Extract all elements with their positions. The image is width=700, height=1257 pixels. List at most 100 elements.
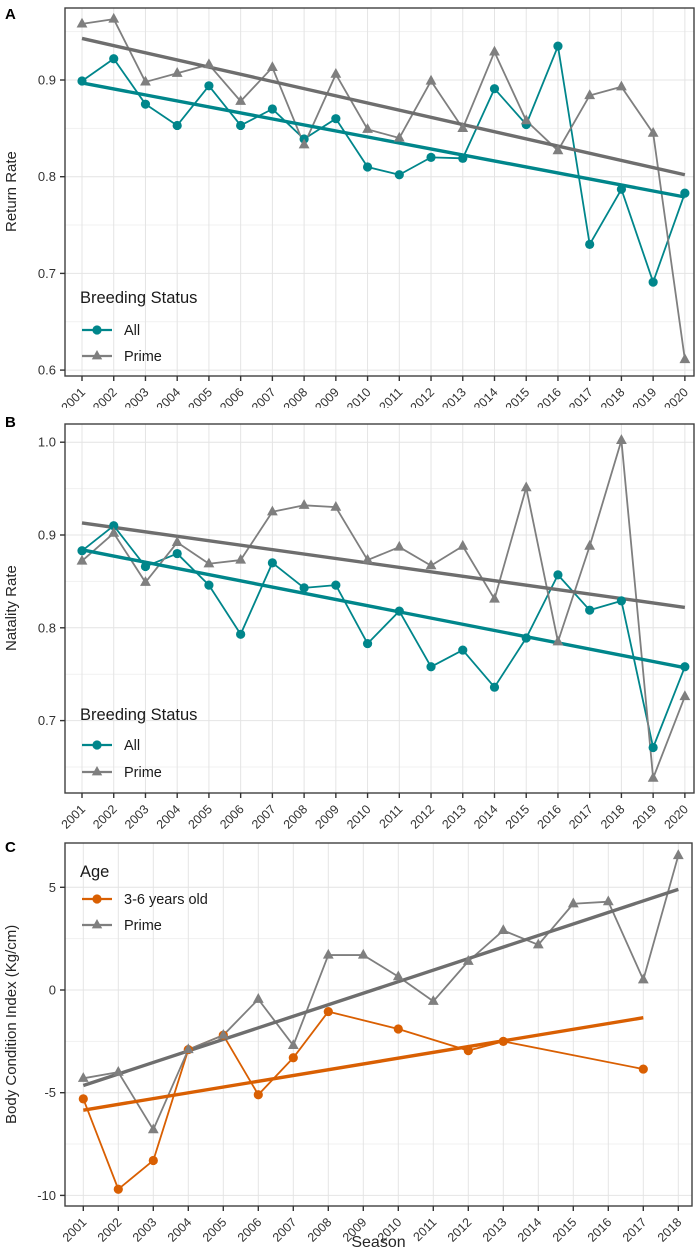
data-point-all bbox=[331, 580, 341, 590]
data-point-prime bbox=[77, 1072, 89, 1082]
data-point-all bbox=[426, 152, 436, 162]
data-point-prime bbox=[584, 539, 596, 550]
natality-rate-chart: 0.7 0.8 0.9 1.0 2001 2002 2003 2004 2005 2006 2007… bbox=[38, 423, 695, 832]
y-tick-label: 0.7 bbox=[38, 266, 56, 281]
data-point-all bbox=[362, 162, 373, 172]
data-point-3-6-years-old bbox=[148, 1155, 158, 1166]
data-point-all bbox=[394, 170, 404, 180]
x-tick-label: 2013 bbox=[439, 385, 469, 408]
data-point-prime bbox=[679, 353, 691, 364]
data-point-prime bbox=[287, 1039, 299, 1050]
legend-key-marker bbox=[92, 894, 102, 904]
data-point-prime bbox=[298, 138, 310, 149]
data-point-prime bbox=[252, 993, 264, 1003]
legend: Breeding Status All Prime bbox=[80, 706, 197, 781]
data-point-prime bbox=[357, 948, 369, 959]
x-tick-label: 2003 bbox=[122, 385, 152, 408]
legend-title: Age bbox=[80, 863, 109, 881]
x-tick-label: 2004 bbox=[154, 802, 184, 832]
data-point-all bbox=[267, 558, 277, 568]
data-point-prime bbox=[637, 973, 649, 984]
data-point-all bbox=[394, 606, 404, 616]
panel-label-a: A bbox=[5, 6, 16, 23]
figure-panel-b: 0.7 0.8 0.9 1.0 2001 2002 2003 2004 2005 2006 2007… bbox=[0, 408, 700, 836]
x-tick-label: 2020 bbox=[661, 802, 691, 832]
x-tick-label: 2018 bbox=[598, 385, 628, 408]
x-tick-label: 2010 bbox=[344, 802, 374, 832]
x-tick-label: 2006 bbox=[217, 802, 247, 832]
x-tick-label: 2004 bbox=[154, 385, 184, 408]
y-tick-label: -10 bbox=[37, 1188, 56, 1203]
x-tick-label: 2016 bbox=[535, 802, 565, 832]
legend-key-marker bbox=[92, 740, 102, 750]
y-tick-label: 0.9 bbox=[38, 528, 56, 543]
panel-label-c: C bbox=[5, 839, 16, 856]
data-point-all bbox=[553, 41, 563, 51]
x-tick-label: 2012 bbox=[408, 802, 438, 832]
data-point-all bbox=[521, 633, 531, 643]
legend-item-label: Prime bbox=[124, 765, 162, 781]
data-point-prime bbox=[425, 74, 437, 85]
x-tick-label: 2002 bbox=[90, 802, 120, 832]
trend-line-prime bbox=[81, 521, 686, 610]
x-tick-label: 2007 bbox=[249, 802, 279, 832]
x-tick-label: 2017 bbox=[566, 802, 596, 832]
data-point-prime bbox=[616, 434, 627, 444]
data-point-prime bbox=[425, 559, 437, 570]
data-point-prime bbox=[322, 948, 334, 959]
legend-item-label: All bbox=[124, 323, 140, 339]
data-point-all bbox=[109, 54, 119, 64]
data-point-all bbox=[458, 645, 468, 655]
data-point-prime bbox=[616, 80, 627, 91]
legend-title: Breeding Status bbox=[80, 706, 197, 724]
data-point-prime bbox=[235, 95, 247, 105]
y-tick-label: 1.0 bbox=[38, 435, 56, 450]
legend-item-label: Prime bbox=[124, 918, 162, 934]
legend: Breeding Status All Prime bbox=[80, 289, 197, 365]
legend-key-marker bbox=[91, 766, 103, 776]
data-point-all bbox=[648, 742, 658, 753]
y-tick-label: 0.6 bbox=[38, 363, 56, 378]
data-point-prime bbox=[203, 557, 215, 568]
data-point-prime bbox=[76, 17, 88, 28]
legend-key-marker bbox=[91, 350, 103, 360]
x-tick-label: 2017 bbox=[566, 385, 596, 408]
data-point-3-6-years-old bbox=[323, 1006, 333, 1017]
data-point-prime bbox=[266, 505, 278, 516]
data-point-all bbox=[236, 629, 246, 639]
data-point-prime bbox=[362, 123, 373, 133]
legend-item-label: All bbox=[124, 738, 140, 754]
trend-line-prime bbox=[81, 36, 686, 177]
x-tick-label: 2010 bbox=[344, 385, 374, 408]
data-point-all bbox=[109, 521, 119, 531]
legend-key-marker bbox=[91, 919, 103, 929]
data-point-all bbox=[680, 188, 690, 198]
x-tick-label: 2006 bbox=[217, 385, 247, 408]
data-point-prime bbox=[171, 67, 183, 77]
data-point-prime bbox=[108, 526, 120, 537]
y-tick-label: 0 bbox=[49, 983, 56, 998]
y-tick-label: 0.7 bbox=[38, 713, 56, 728]
y-tick-label: 0.9 bbox=[38, 73, 56, 88]
data-point-all bbox=[77, 546, 87, 556]
data-point-prime bbox=[457, 539, 469, 550]
x-tick-label: 2011 bbox=[377, 385, 406, 408]
data-point-all bbox=[458, 153, 468, 163]
legend: Age 3-6 years old Prime bbox=[80, 863, 208, 934]
data-point-prime bbox=[203, 58, 215, 69]
x-tick-label: 2002 bbox=[90, 385, 120, 408]
x-tick-label: 2003 bbox=[122, 802, 152, 832]
data-point-prime bbox=[427, 995, 439, 1005]
data-point-prime bbox=[393, 131, 405, 142]
panel-border bbox=[64, 7, 695, 377]
y-tick-label: -5 bbox=[44, 1085, 56, 1100]
data-point-all bbox=[616, 184, 627, 194]
data-point-prime bbox=[584, 89, 596, 100]
data-point-prime bbox=[489, 45, 500, 56]
data-point-prime bbox=[672, 849, 684, 860]
data-point-all bbox=[299, 583, 309, 593]
data-point-prime bbox=[520, 114, 532, 125]
x-tick-label: 2013 bbox=[439, 802, 469, 832]
data-point-all bbox=[172, 120, 182, 131]
